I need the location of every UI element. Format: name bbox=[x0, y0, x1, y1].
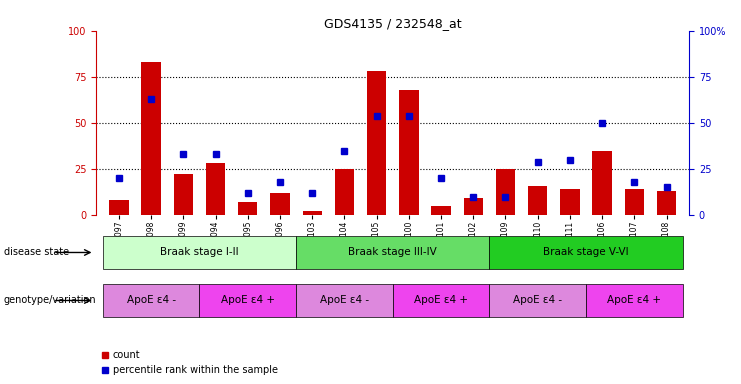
Bar bbox=[399, 90, 419, 215]
Bar bbox=[625, 189, 644, 215]
Bar bbox=[142, 62, 161, 215]
Legend: count, percentile rank within the sample: count, percentile rank within the sample bbox=[102, 351, 278, 375]
Bar bbox=[560, 189, 579, 215]
Bar bbox=[270, 193, 290, 215]
Text: ApoE ε4 +: ApoE ε4 + bbox=[414, 295, 468, 306]
Bar bbox=[238, 202, 257, 215]
Text: ApoE ε4 +: ApoE ε4 + bbox=[608, 295, 662, 306]
Text: ApoE ε4 -: ApoE ε4 - bbox=[514, 295, 562, 306]
Bar bbox=[496, 169, 515, 215]
Text: ApoE ε4 +: ApoE ε4 + bbox=[221, 295, 275, 306]
Bar bbox=[206, 164, 225, 215]
Text: Braak stage III-IV: Braak stage III-IV bbox=[348, 247, 437, 258]
Bar bbox=[657, 191, 677, 215]
Bar bbox=[464, 199, 483, 215]
Text: genotype/variation: genotype/variation bbox=[4, 295, 96, 306]
Bar bbox=[367, 71, 386, 215]
Text: Braak stage V-VI: Braak stage V-VI bbox=[543, 247, 629, 258]
Text: ApoE ε4 -: ApoE ε4 - bbox=[320, 295, 369, 306]
Bar bbox=[302, 211, 322, 215]
Bar bbox=[431, 206, 451, 215]
Text: disease state: disease state bbox=[4, 247, 69, 258]
Text: Braak stage I-II: Braak stage I-II bbox=[160, 247, 239, 258]
Bar bbox=[109, 200, 128, 215]
Text: ApoE ε4 -: ApoE ε4 - bbox=[127, 295, 176, 306]
Bar bbox=[173, 174, 193, 215]
Bar bbox=[593, 151, 612, 215]
Bar bbox=[528, 185, 548, 215]
Bar bbox=[335, 169, 354, 215]
Title: GDS4135 / 232548_at: GDS4135 / 232548_at bbox=[324, 17, 462, 30]
